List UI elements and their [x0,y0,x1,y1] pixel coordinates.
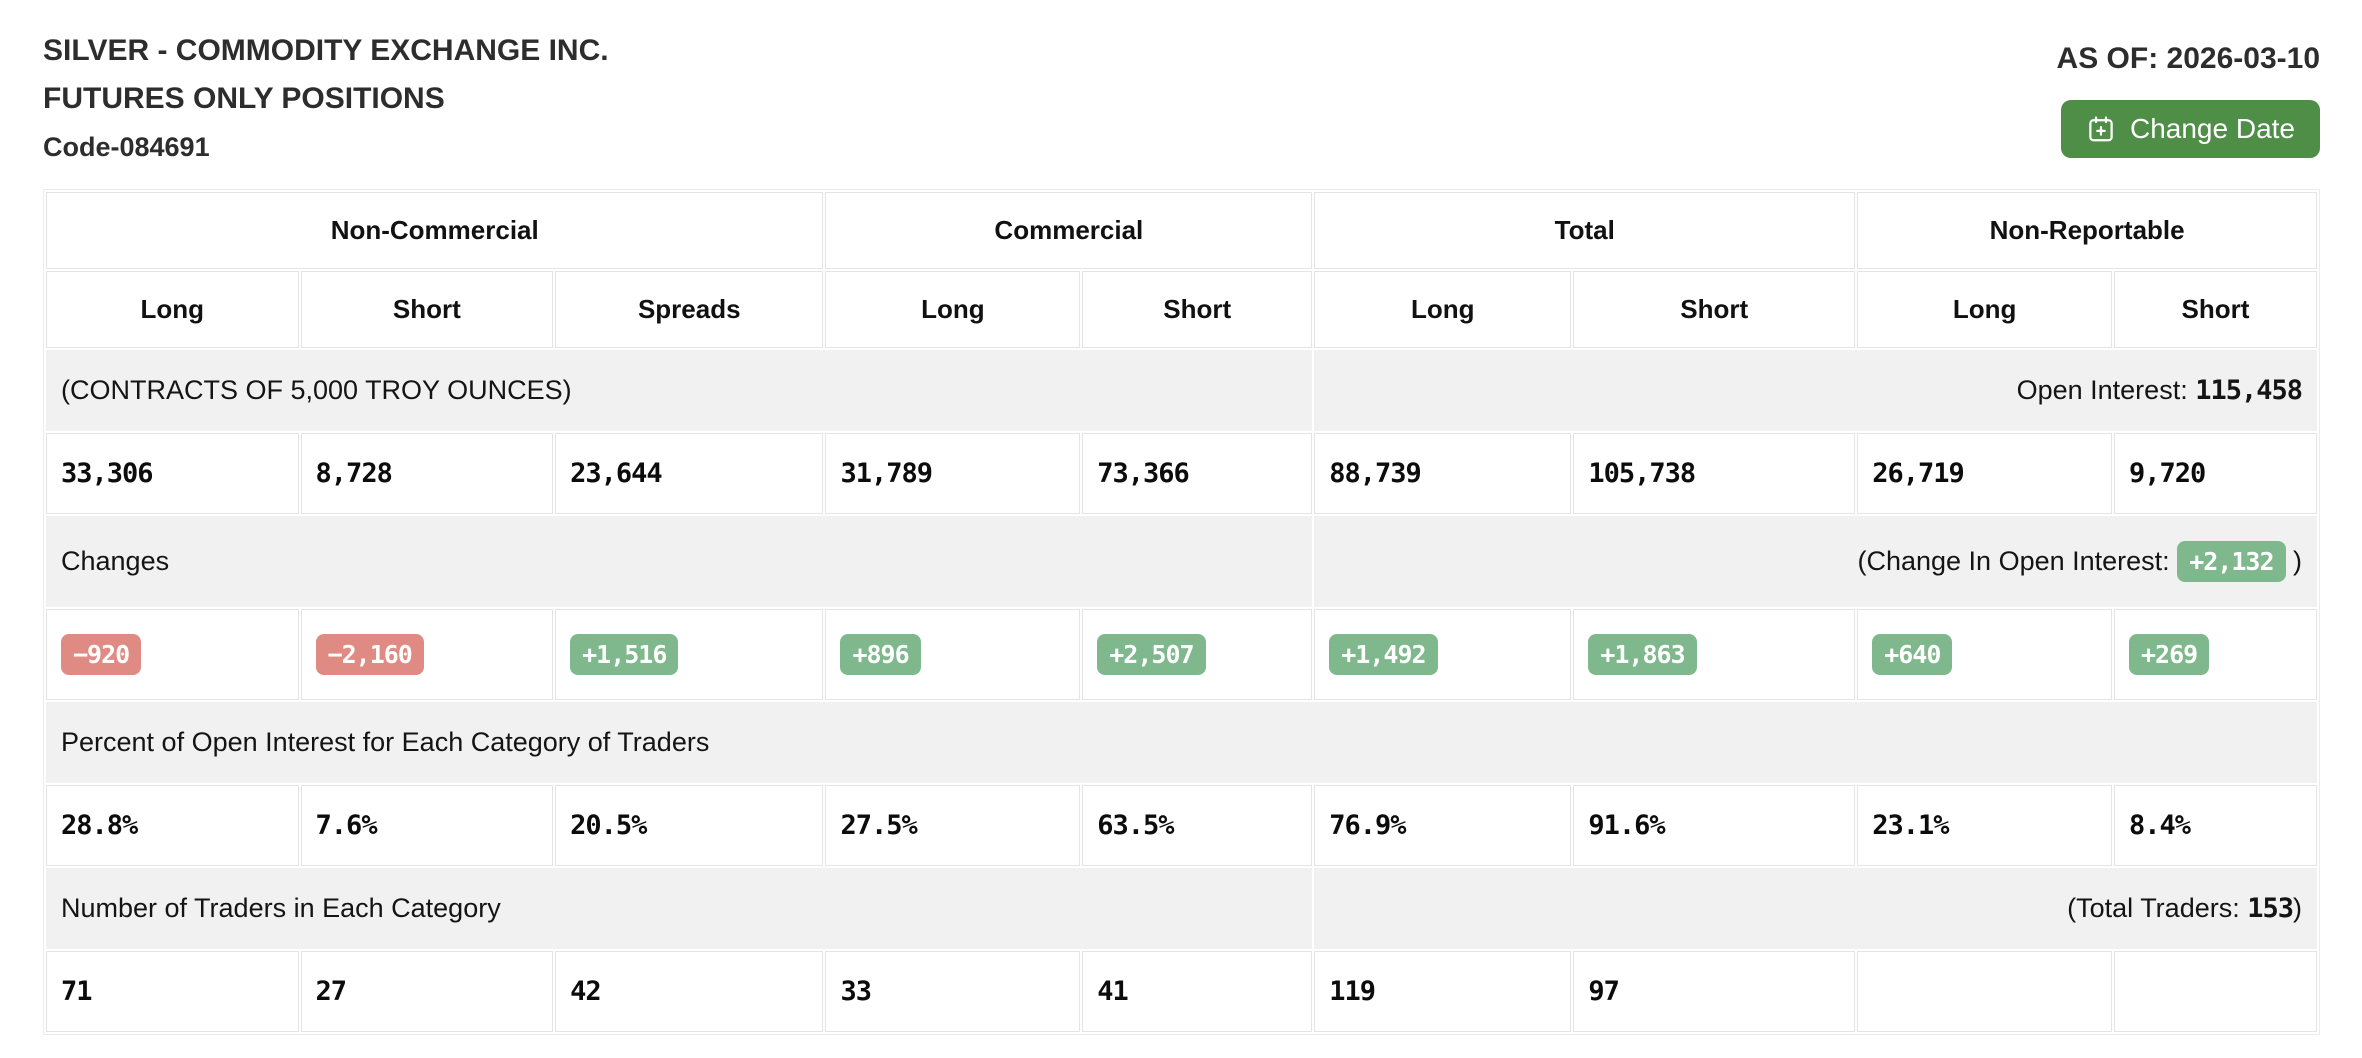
changes-row: −920 −2,160 +1,516 +896 +2,507 +1,492 +1… [46,609,2317,700]
traders-cell: 33 [825,951,1081,1032]
traders-cell: 119 [1314,951,1572,1032]
percent-cell: 23.1% [1857,785,2112,866]
traders-label-row: Number of Traders in Each Category (Tota… [46,868,2317,949]
change-badge: +640 [1872,634,1953,675]
cot-table: Non-Commercial Commercial Total Non-Repo… [43,189,2320,1035]
total-traders-prefix: (Total Traders: [2067,893,2248,923]
column-header-nr-long: Long [1857,271,2112,348]
change-cell: +896 [825,609,1081,700]
column-group-total: Total [1314,192,1856,269]
report-titles: SILVER - COMMODITY EXCHANGE INC. FUTURES… [43,36,609,161]
change-cell: +2,507 [1082,609,1313,700]
traders-cell: 97 [1573,951,1856,1032]
changes-label-row: Changes (Change In Open Interest: +2,132… [46,516,2317,607]
percent-cell: 91.6% [1573,785,1856,866]
column-header-nc-short: Short [300,271,554,348]
position-cell: 23,644 [555,433,824,514]
position-cell: 9,720 [2114,433,2317,514]
column-header-t-short: Short [1573,271,1856,348]
percents-row: 28.8% 7.6% 20.5% 27.5% 63.5% 76.9% 91.6%… [46,785,2317,866]
column-group-non-reportable: Non-Reportable [1857,192,2317,269]
traders-cell: 71 [46,951,299,1032]
open-interest-label: Open Interest: [2016,375,2196,405]
change-in-oi-suffix: ) [2285,546,2302,576]
change-badge: +1,863 [1588,634,1697,675]
change-cell: −920 [46,609,299,700]
change-badge: +1,492 [1329,634,1438,675]
contracts-note-row: (CONTRACTS OF 5,000 TROY OUNCES) Open In… [46,350,2317,431]
column-header-c-long: Long [825,271,1081,348]
change-cell: +269 [2114,609,2317,700]
column-header-nc-long: Long [46,271,299,348]
column-header-c-short: Short [1082,271,1313,348]
group-header-row: Non-Commercial Commercial Total Non-Repo… [46,192,2317,269]
change-badge: −2,160 [315,634,424,675]
traders-cell-empty [2114,951,2317,1032]
column-group-non-commercial: Non-Commercial [46,192,824,269]
change-in-open-interest-cell: (Change In Open Interest: +2,132 ) [1314,516,2317,607]
contracts-note: (CONTRACTS OF 5,000 TROY OUNCES) [46,350,1313,431]
position-cell: 8,728 [300,433,554,514]
traders-cell: 42 [555,951,824,1032]
position-cell: 88,739 [1314,433,1572,514]
traders-cell: 41 [1082,951,1313,1032]
change-badge: +896 [840,634,921,675]
percent-cell: 20.5% [555,785,824,866]
percent-cell: 76.9% [1314,785,1572,866]
percent-cell: 8.4% [2114,785,2317,866]
change-date-label: Change Date [2129,113,2295,144]
page-title: SILVER - COMMODITY EXCHANGE INC. [43,34,609,67]
percent-label-row: Percent of Open Interest for Each Catego… [46,702,2317,783]
change-cell: −2,160 [300,609,554,700]
total-traders-cell: (Total Traders: 153) [1314,868,2317,949]
column-group-commercial: Commercial [825,192,1313,269]
change-in-oi-badge: +2,132 [2177,541,2286,582]
change-badge: +269 [2129,634,2210,675]
page-subtitle: FUTURES ONLY POSITIONS [43,82,445,115]
change-cell: +1,863 [1573,609,1856,700]
change-in-oi-prefix: (Change In Open Interest: [1857,546,2178,576]
column-header-t-long: Long [1314,271,1572,348]
changes-label: Changes [46,516,1313,607]
traders-row: 71 27 42 33 41 119 97 [46,951,2317,1032]
position-cell: 31,789 [825,433,1081,514]
open-interest-value: 115,458 [2195,375,2303,406]
as-of-date: AS OF: 2026-03-10 [2056,42,2320,75]
percent-label: Percent of Open Interest for Each Catego… [46,702,2317,783]
position-cell: 73,366 [1082,433,1313,514]
open-interest-cell: Open Interest: 115,458 [1314,350,2317,431]
change-cell: +1,492 [1314,609,1572,700]
column-header-nr-short: Short [2114,271,2317,348]
calendar-plus-icon [2086,114,2116,144]
report-code: Code-084691 [43,132,210,162]
total-traders-value: 153 [2247,893,2294,924]
column-header-nc-spreads: Spreads [555,271,824,348]
change-badge: +2,507 [1097,634,1206,675]
change-cell: +640 [1857,609,2112,700]
change-badge: −920 [61,634,142,675]
traders-cell-empty [1857,951,2112,1032]
header-right: AS OF: 2026-03-10 Change Date [2057,36,2320,158]
change-cell: +1,516 [555,609,824,700]
percent-cell: 28.8% [46,785,299,866]
change-badge: +1,516 [570,634,679,675]
percent-cell: 27.5% [825,785,1081,866]
traders-label: Number of Traders in Each Category [46,868,1313,949]
traders-cell: 27 [300,951,554,1032]
position-cell: 33,306 [46,433,299,514]
percent-cell: 7.6% [300,785,554,866]
position-cell: 26,719 [1857,433,2112,514]
change-date-button[interactable]: Change Date [2060,100,2320,158]
position-cell: 105,738 [1573,433,1856,514]
page-header: SILVER - COMMODITY EXCHANGE INC. FUTURES… [43,36,2320,161]
percent-cell: 63.5% [1082,785,1313,866]
column-header-row: Long Short Spreads Long Short Long Short… [46,271,2317,348]
positions-row: 33,306 8,728 23,644 31,789 73,366 88,739… [46,433,2317,514]
total-traders-suffix: ) [2293,893,2302,923]
